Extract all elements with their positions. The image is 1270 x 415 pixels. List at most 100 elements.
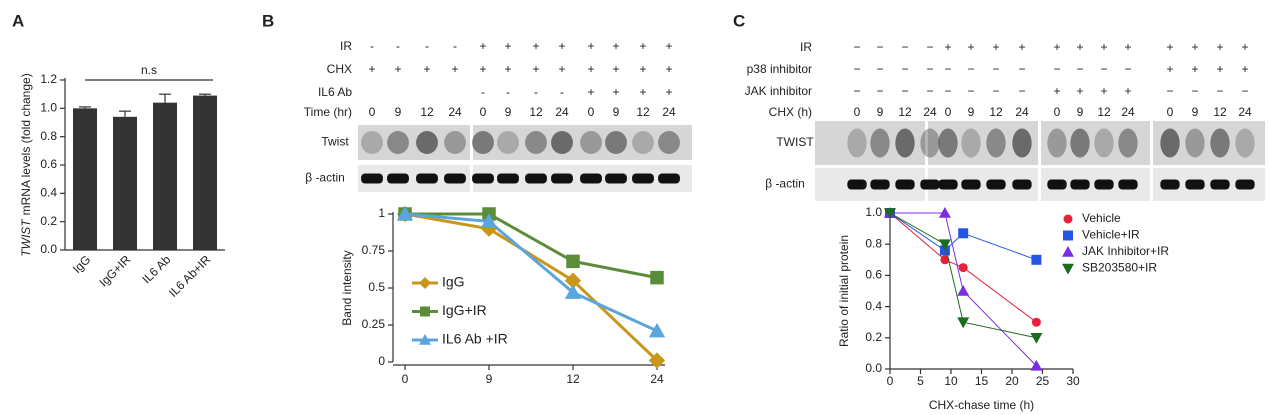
row-cell: + (1191, 40, 1198, 54)
blot-band (387, 173, 409, 184)
x-tick-label: 15 (975, 374, 989, 388)
row-cell: 12 (529, 105, 543, 119)
legend-label: IgG (442, 274, 465, 290)
blot-band (444, 130, 466, 155)
marker (957, 317, 970, 329)
blot-band (525, 130, 547, 155)
legend-label: JAK Inhibitor+IR (1082, 244, 1169, 258)
marker (419, 277, 431, 289)
blot-band (961, 179, 981, 190)
marker (957, 285, 970, 296)
row-cell: 0 (1167, 105, 1174, 119)
row-cell: + (1076, 40, 1083, 54)
blot-band (961, 128, 981, 158)
panel-letter: C (733, 11, 745, 30)
marker (564, 284, 582, 299)
row-cell: − (992, 84, 999, 98)
row-cell: − (944, 84, 951, 98)
marker (1030, 359, 1043, 371)
y-tick-label: 0.0 (40, 242, 57, 256)
row-cell: 0 (480, 105, 487, 119)
legend-label: IL6 Ab +IR (442, 331, 508, 347)
marker (938, 207, 951, 218)
row-cell: 0 (588, 105, 595, 119)
x-tick-label: IgG (70, 252, 94, 276)
band-label: TWIST (776, 135, 814, 149)
row-cell: + (479, 39, 486, 53)
blot-band (387, 130, 409, 155)
legend-label: IgG+IR (442, 302, 487, 318)
marker (938, 239, 951, 251)
x-tick-label: IL6 Ab+IR (166, 252, 214, 300)
row-cell: + (1053, 84, 1060, 98)
row-cell: + (612, 39, 619, 53)
row-cell: 12 (1213, 105, 1227, 119)
blot-band (1047, 179, 1067, 190)
bar (193, 95, 217, 250)
marker (958, 263, 968, 273)
x-tick-label: 0 (887, 374, 894, 388)
blot-band (1070, 128, 1090, 158)
blot-band (986, 128, 1006, 158)
x-tick-label: 24 (650, 372, 664, 386)
row-cell: − (926, 84, 933, 98)
row-cell: + (1166, 62, 1173, 76)
blot-band (632, 130, 654, 155)
x-tick-label: 30 (1066, 374, 1080, 388)
series-line (404, 212, 658, 333)
row-cell: − (1053, 62, 1060, 76)
row-cell: + (967, 40, 974, 54)
series-line (889, 212, 1037, 339)
row-cell: + (639, 62, 646, 76)
blot-band (444, 173, 466, 184)
row-cell: + (665, 62, 672, 76)
y-tick-label: 0.8 (865, 236, 882, 250)
row-cell: − (967, 62, 974, 76)
row-cell: − (901, 62, 908, 76)
row-cell: 12 (420, 105, 434, 119)
y-tick-label: 0.2 (865, 330, 882, 344)
blot-band (1185, 179, 1205, 190)
row-cell: 12 (1097, 105, 1111, 119)
row-cell: − (853, 84, 860, 98)
y-tick-label: 0.6 (865, 268, 882, 282)
y-tick-label: 0.4 (40, 186, 57, 200)
series-line (889, 212, 1037, 261)
row-cell: 9 (1077, 105, 1084, 119)
row-cell: + (1241, 62, 1248, 76)
row-cell: 9 (968, 105, 975, 119)
marker (564, 272, 582, 289)
row-cell: 24 (1121, 105, 1135, 119)
row-cell: + (423, 62, 430, 76)
row-cell: - (560, 85, 564, 99)
blot-band (416, 130, 438, 155)
panel-letter: B (262, 11, 274, 30)
blot-band (1210, 179, 1230, 190)
blot-band (870, 128, 890, 158)
blot-band (1185, 128, 1205, 158)
row-cell: + (992, 40, 999, 54)
row-cell: 24 (662, 105, 676, 119)
marker (650, 270, 664, 285)
marker (1031, 254, 1042, 265)
x-tick-label: 25 (1036, 374, 1050, 388)
blot-band (1118, 128, 1138, 158)
row-cell: − (926, 62, 933, 76)
row-cell: - (534, 85, 538, 99)
row-cell: + (665, 39, 672, 53)
row-cell: - (506, 85, 510, 99)
marker (396, 205, 414, 221)
marker (884, 208, 896, 219)
row-cell: + (1053, 40, 1060, 54)
blot-band (847, 128, 867, 158)
blot-background (1041, 121, 1150, 165)
row-cell: - (481, 85, 485, 99)
row-cell: + (368, 62, 375, 76)
marker (1031, 317, 1041, 327)
legend-label: Vehicle+IR (1082, 228, 1140, 242)
row-cell: + (1241, 40, 1248, 54)
row-cell: − (1076, 62, 1083, 76)
row-cell: 24 (1015, 105, 1029, 119)
row-cell: − (853, 40, 860, 54)
